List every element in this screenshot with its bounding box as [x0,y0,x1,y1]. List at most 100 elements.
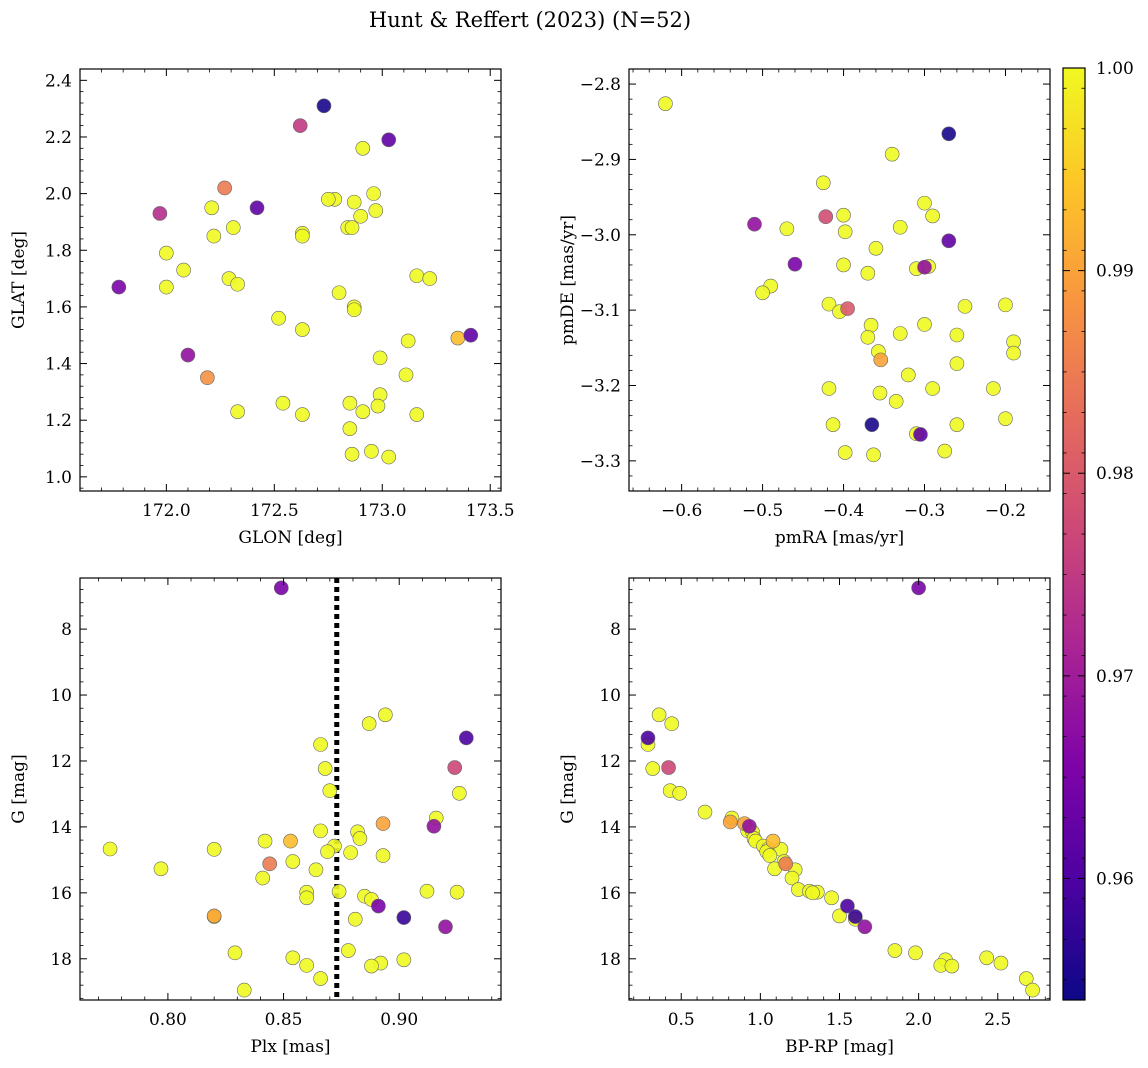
data-point [225,220,241,235]
data-point [313,823,328,839]
data-point [353,208,368,224]
x-tick-label: −0.4 [823,501,864,521]
data-point [925,381,940,396]
y-tick-label: 18 [599,950,621,970]
data-point [901,367,916,383]
data-point [230,404,245,419]
data-point [331,884,347,899]
data-point [180,347,196,363]
y-tick-label: 16 [599,884,621,904]
y-tick-label: 1.2 [45,411,72,431]
data-point [787,256,803,272]
data-point [426,818,442,834]
data-point [344,220,360,235]
x-tick-label: −0.2 [985,501,1026,521]
data-point [998,411,1013,426]
x-tick-label: 172.5 [250,501,299,521]
panel-color-magnitude: 0.5 1.0 1.5 2.0 2.5 8 10 12 14 16 18 BP-RP [mag] G [… [558,577,1051,1057]
data-point [316,98,332,114]
y-tick-label: −3.0 [580,226,621,246]
data-points [658,96,1021,463]
data-point [396,952,412,968]
y-tick-label: 14 [599,818,621,838]
data-point [102,841,118,857]
data-point [1006,345,1021,361]
figure-title: Hunt & Reffert (2023) (N=52) [369,8,691,32]
data-point [463,327,479,343]
y-tick-label: 8 [61,620,72,640]
data-point [645,761,661,776]
x-axis-label: GLON [deg] [238,528,342,548]
y-tick-label: 14 [50,818,72,838]
data-point [993,955,1009,971]
x-tick-label: −0.6 [661,501,702,521]
axes-frame [79,577,502,1001]
data-point [262,856,277,872]
data-point [347,911,363,927]
data-point [860,329,876,345]
data-point [825,417,841,432]
data-point [299,958,314,973]
data-point [979,950,994,966]
data-point [313,737,328,752]
data-point [778,856,793,872]
data-point [447,760,463,775]
data-point [346,302,362,318]
data-point [320,191,336,207]
data-point [917,317,932,332]
data-point [308,862,324,878]
data-point [370,398,386,414]
data-point [908,945,923,961]
data-point [422,271,438,286]
data-point [206,228,222,244]
data-point [762,848,778,863]
data-point [832,908,847,924]
data-point [230,276,245,292]
data-point [152,206,168,221]
data-point [295,407,310,422]
data-point [837,445,853,460]
data-point [784,870,800,886]
data-point [868,241,884,256]
data-point [818,209,834,224]
data-point [257,833,273,849]
plot-area [629,578,1050,1000]
data-point [805,885,820,901]
y-tick-label: 2.0 [45,185,72,205]
data-point [204,200,219,216]
data-point [159,245,174,261]
y-tick-label: 16 [50,884,72,904]
data-point [892,326,908,341]
y-tick-label: −3.3 [580,452,621,472]
data-point [346,194,362,210]
data-point [1018,971,1034,986]
x-tick-label: 0.90 [380,1010,418,1030]
data-point [409,407,425,422]
y-tick-label: −2.8 [580,75,621,95]
data-point [236,982,252,998]
data-point [176,262,191,278]
data-point [381,449,397,465]
y-axis-label: G [mag] [9,754,29,823]
data-point [949,356,965,371]
data-point [672,785,687,801]
data-point [206,908,222,924]
data-point [949,417,965,432]
data-point [285,854,301,869]
data-point [419,883,435,899]
data-point [331,285,347,301]
data-point [371,898,386,914]
y-tick-label: −2.9 [580,150,621,170]
colorbar-tick-label: 0.96 [1096,869,1134,889]
data-point [344,446,360,462]
data-point [917,259,932,275]
x-tick-label: 172.0 [142,501,191,521]
data-point [341,943,356,958]
data-point [452,785,467,801]
data-point [364,958,379,974]
data-point [375,848,391,863]
data-point [884,146,900,162]
data-point [816,175,831,191]
data-point [372,350,388,366]
y-tick-label: 18 [50,950,72,970]
